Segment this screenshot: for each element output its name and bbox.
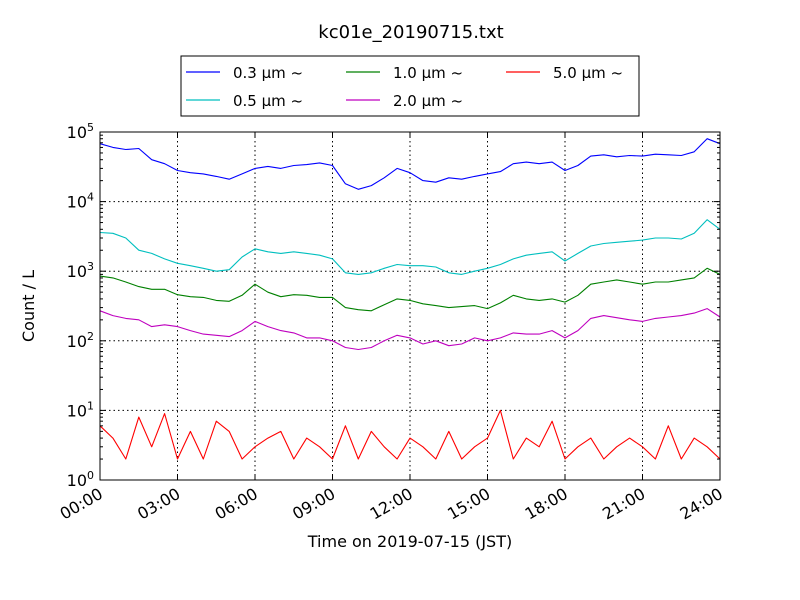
x-tick-label: 21:00: [599, 484, 648, 524]
x-tick-label: 24:00: [677, 484, 726, 524]
legend: 0.3 μm ~ 0.5 μm ~ 1.0 μm ~ 2.0 μm ~ 5.0 μm ~: [180, 55, 640, 117]
x-tick-label: 03:00: [134, 484, 183, 524]
legend-label-2: 1.0 μm ~: [393, 64, 463, 82]
y-tick-label: 102: [67, 330, 94, 351]
x-tick-label: 15:00: [444, 484, 493, 524]
series-line-3: [99, 308, 721, 351]
series-line-1: [99, 219, 721, 275]
x-axis-ticks: 00:00 03:00 06:00 09:00 12:00 15:00 18:00 21:00…: [57, 132, 726, 524]
chart-title: kc01e_20190715.txt: [318, 22, 503, 43]
y-axis-label: Count / L: [19, 270, 38, 342]
y-tick-label: 105: [67, 121, 94, 142]
grid-lines: [99, 131, 721, 481]
legend-label-3: 2.0 μm ~: [393, 92, 463, 110]
x-tick-label: 18:00: [522, 484, 571, 524]
x-tick-label: 12:00: [367, 484, 416, 524]
series-line-2: [99, 267, 721, 312]
y-tick-label: 101: [67, 399, 94, 420]
legend-label-0: 0.3 μm ~: [233, 64, 303, 82]
y-tick-label: 103: [67, 260, 94, 281]
x-tick-label: 09:00: [289, 484, 338, 524]
legend-box: [180, 55, 640, 117]
y-tick-label: 104: [67, 191, 94, 212]
x-tick-label: 06:00: [212, 484, 261, 524]
series-line-0: [99, 138, 721, 190]
legend-label-1: 0.5 μm ~: [233, 92, 303, 110]
x-axis-label: Time on 2019-07-15 (JST): [307, 532, 512, 551]
y-tick-label: 100: [67, 469, 94, 490]
series-line-4: [99, 409, 721, 460]
plot-frame: [99, 131, 721, 481]
legend-label-4: 5.0 μm ~: [553, 64, 623, 82]
y-axis-ticks: 100 101 102 103 104 105: [67, 121, 720, 490]
series-lines: [99, 138, 721, 460]
